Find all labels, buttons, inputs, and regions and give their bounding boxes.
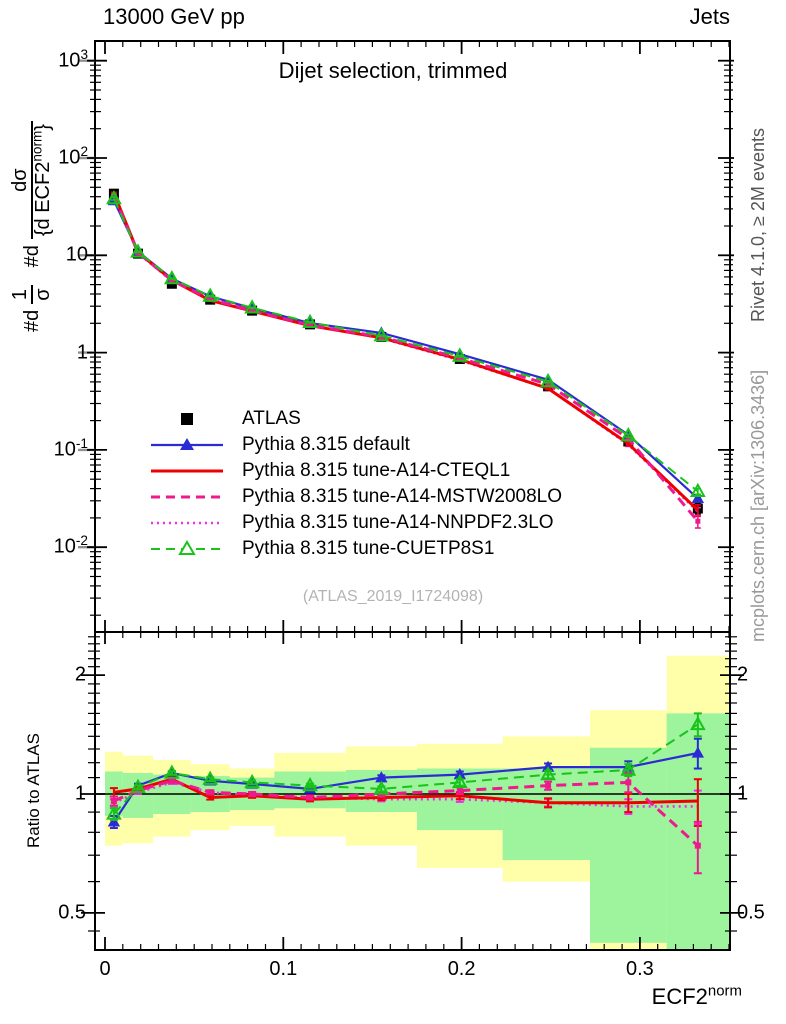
ratio-y-tick-label-right: 2 <box>737 663 749 686</box>
legend-label: ATLAS <box>242 408 301 429</box>
frac1-denominator: σ <box>31 285 54 304</box>
legend-entry-cteql1: Pythia 8.315 tune-A14-CTEQL1 <box>148 458 562 484</box>
main-y-tick-label: 10-2 <box>53 533 88 558</box>
main-y-axis-title: #d 1 σ #d dσ {d ECF2norm} <box>9 119 54 332</box>
legend-entry-default: Pythia 8.315 default <box>148 432 562 458</box>
legend-marker-nnpdf23lo <box>151 521 223 525</box>
ylabel-prefix-1: #d <box>20 309 43 332</box>
legend-label: Pythia 8.315 tune-A14-MSTW2008LO <box>242 486 563 507</box>
ratio-y-tick-label-left: 2 <box>74 663 86 686</box>
ylabel-prefix-2: #d <box>20 245 43 268</box>
legend-label: Pythia 8.315 tune-A14-CTEQL1 <box>242 460 511 481</box>
rivet-version-note: Rivet 4.1.0, ≥ 2M events <box>748 128 768 322</box>
ratio-y-tick-label-right: 0.5 <box>737 901 765 924</box>
main-y-tick-label: 102 <box>58 143 88 169</box>
legend-entry-atlas: ATLAS <box>148 406 562 432</box>
legend-label: Pythia 8.315 tune-A14-NNPDF2.3LO <box>242 512 554 533</box>
plot-title: Dijet selection, trimmed <box>278 58 508 83</box>
ratio-y-tick-label-left: 1 <box>74 782 86 805</box>
legend-marker-default <box>151 438 223 450</box>
ylabel-fraction-2: dσ {d ECF2norm} <box>9 121 54 240</box>
main-series <box>106 188 706 529</box>
ylabel-fraction-1: 1 σ <box>9 285 54 304</box>
x-tick-label: 0.2 <box>447 958 476 980</box>
legend-marker-cteql1 <box>151 469 223 473</box>
legend-label: Pythia 8.315 default <box>242 434 410 455</box>
main-y-tick-label: 10 <box>65 243 88 266</box>
legend-entry-nnpdf23lo: Pythia 8.315 tune-A14-NNPDF2.3LO <box>148 510 562 536</box>
frac1-numerator: 1 <box>9 289 31 301</box>
legend-marker-atlas <box>181 413 193 425</box>
main-y-tick-label: 103 <box>58 46 88 72</box>
beam-energy-label: 13000 GeV pp <box>103 4 245 29</box>
ratio-y-tick-label-right: 1 <box>737 782 749 805</box>
ratio-uncertainty-bands <box>95 655 730 950</box>
legend-marker-cuetp8s1 <box>151 540 223 555</box>
x-axis-title: ECF2norm <box>652 984 742 1010</box>
legend-entry-mstw2008lo: Pythia 8.315 tune-A14-MSTW2008LO <box>148 484 562 510</box>
frac2-denominator: {d ECF2norm} <box>29 121 54 240</box>
x-tick-label: 0.1 <box>269 958 298 980</box>
legend-entry-cuetp8s1: Pythia 8.315 tune-CUETP8S1 <box>148 536 562 562</box>
ratio-y-axis-title: Ratio to ATLAS <box>24 733 43 848</box>
main-y-tick-label: 1 <box>76 341 88 364</box>
x-tick-label: 0 <box>99 958 111 980</box>
x-title-superscript: norm <box>707 982 742 1000</box>
x-tick-label: 0.3 <box>625 958 654 980</box>
main-y-tick-label: 10-1 <box>53 435 88 461</box>
frac2-superscript: norm <box>29 130 45 162</box>
legend: ATLAS Pythia 8.315 default Pythia 8.315 tu… <box>148 406 562 562</box>
frac2-numerator: dσ <box>9 168 31 192</box>
legend-label: Pythia 8.315 tune-CUETP8S1 <box>242 538 495 559</box>
legend-marker-mstw2008lo <box>151 495 223 499</box>
x-title-base: ECF2 <box>651 984 708 1009</box>
analysis-group-label: Jets <box>689 4 730 29</box>
mcplots-reference-note: mcplots.cern.ch [arXiv:1306.3436] <box>748 369 768 642</box>
analysis-id-watermark: (ATLAS_2019_I1724098) <box>302 588 484 605</box>
ratio-panel-frame <box>94 631 731 951</box>
ratio-y-tick-label-left: 0.5 <box>58 901 86 924</box>
